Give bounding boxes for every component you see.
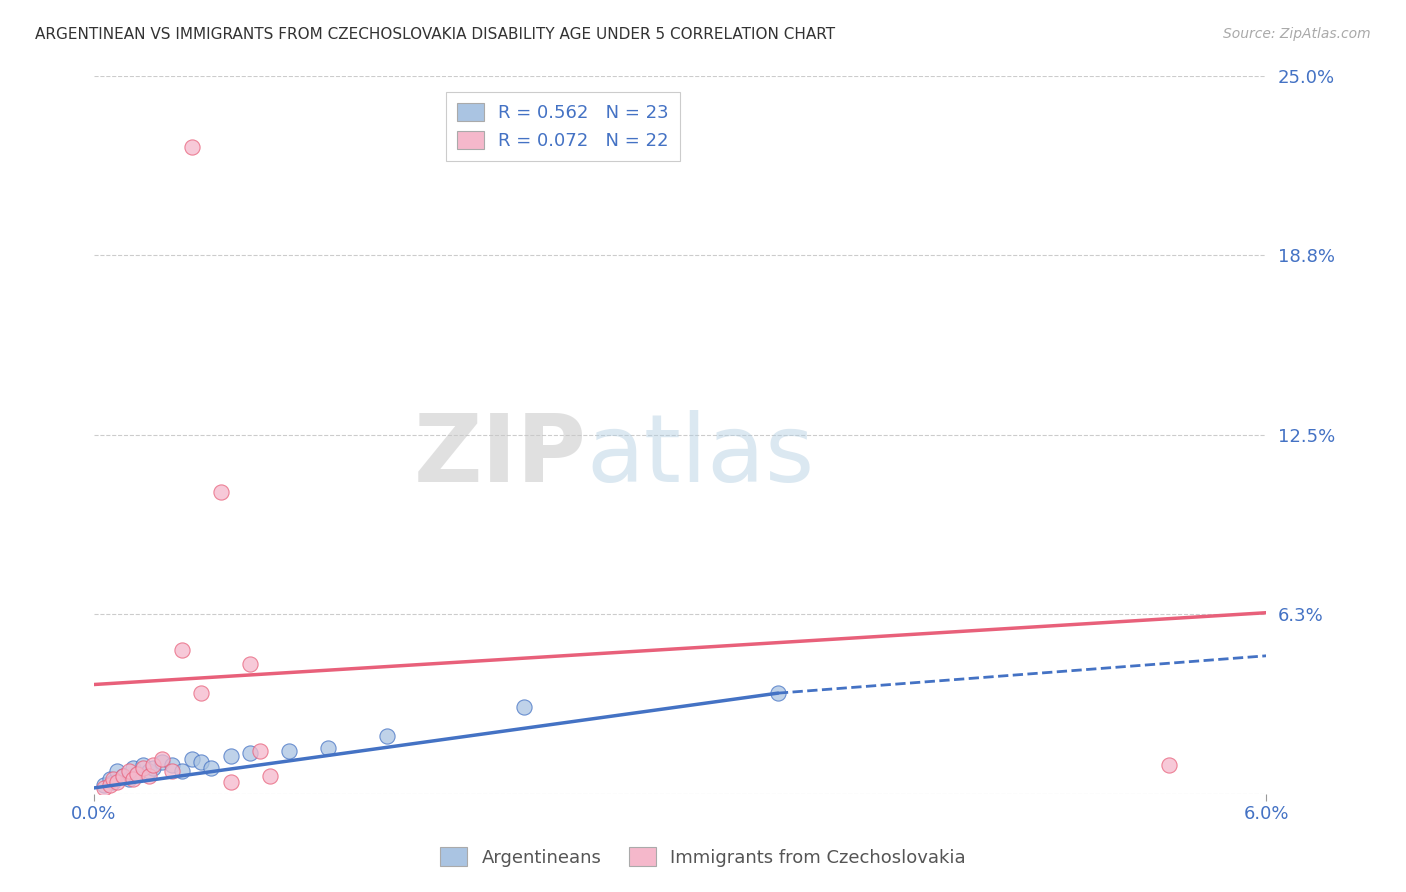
Point xyxy=(93,780,115,795)
Point xyxy=(93,778,115,792)
Point xyxy=(112,769,135,783)
Point xyxy=(259,769,281,783)
Point xyxy=(150,752,173,766)
Point xyxy=(513,700,536,714)
Point xyxy=(160,764,183,778)
Text: ARGENTINEAN VS IMMIGRANTS FROM CZECHOSLOVAKIA DISABILITY AGE UNDER 5 CORRELATION: ARGENTINEAN VS IMMIGRANTS FROM CZECHOSLO… xyxy=(35,27,835,42)
Point xyxy=(239,747,262,761)
Point xyxy=(103,775,125,789)
Point xyxy=(118,772,141,787)
Point xyxy=(170,764,193,778)
Point xyxy=(239,657,262,672)
Point xyxy=(118,764,141,778)
Text: ZIP: ZIP xyxy=(413,410,586,502)
Point xyxy=(180,140,202,154)
Point xyxy=(375,729,398,743)
Point xyxy=(122,772,145,787)
Point xyxy=(766,686,789,700)
Point xyxy=(142,761,165,775)
Point xyxy=(125,766,148,780)
Point xyxy=(249,743,271,757)
Point xyxy=(138,769,160,783)
Point xyxy=(132,758,155,772)
Point xyxy=(200,761,222,775)
Point xyxy=(160,758,183,772)
Point xyxy=(190,755,212,769)
Point xyxy=(132,761,155,775)
Point xyxy=(98,772,121,787)
Point xyxy=(219,775,242,789)
Point xyxy=(105,764,128,778)
Point xyxy=(98,778,121,792)
Point xyxy=(138,764,160,778)
Point xyxy=(219,749,242,764)
Point xyxy=(103,772,125,787)
Point xyxy=(105,775,128,789)
Point xyxy=(122,761,145,775)
Point xyxy=(318,740,340,755)
Text: atlas: atlas xyxy=(586,410,814,502)
Point xyxy=(278,743,301,757)
Point xyxy=(125,766,148,780)
Point xyxy=(170,643,193,657)
Legend: Argentineans, Immigrants from Czechoslovakia: Argentineans, Immigrants from Czechoslov… xyxy=(433,840,973,874)
Point xyxy=(180,752,202,766)
Text: Source: ZipAtlas.com: Source: ZipAtlas.com xyxy=(1223,27,1371,41)
Point xyxy=(112,769,135,783)
Legend: R = 0.562   N = 23, R = 0.072   N = 22: R = 0.562 N = 23, R = 0.072 N = 22 xyxy=(446,92,681,161)
Point xyxy=(150,755,173,769)
Point xyxy=(209,485,232,500)
Point xyxy=(142,758,165,772)
Point xyxy=(1157,758,1180,772)
Point xyxy=(190,686,212,700)
